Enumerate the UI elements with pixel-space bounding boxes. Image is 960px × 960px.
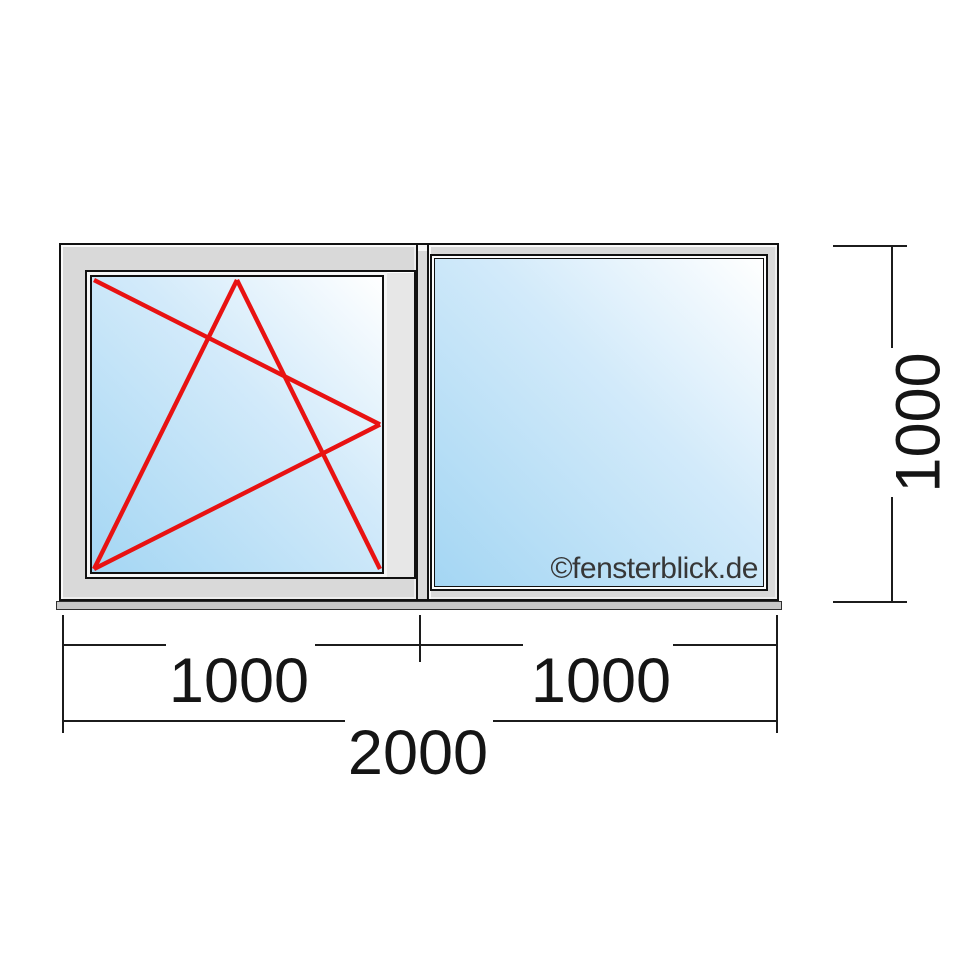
dim-tick-height-top: [833, 245, 907, 247]
dim-line-row1-segment: [673, 644, 777, 646]
dim-line-row2-segment: [63, 720, 345, 722]
left-sash-frame: [85, 270, 416, 579]
tilt-symbol-right-line: [235, 279, 382, 570]
turn-symbol-upper-line: [93, 278, 381, 427]
dim-label-height: 1000: [883, 351, 954, 493]
tilt-symbol-left-line: [92, 279, 239, 570]
dim-tick-bottom-left: [62, 615, 64, 733]
right-window-unit: ©fensterblick.de: [427, 243, 779, 601]
left-window-unit: [59, 243, 418, 601]
window-sill: [56, 601, 782, 610]
dim-label-left-width: 1000: [168, 646, 310, 716]
dim-line-row1-segment: [63, 644, 166, 646]
dim-label-right-width: 1000: [530, 646, 672, 716]
left-glass-pane: [87, 272, 387, 577]
right-glazing-bead: ©fensterblick.de: [430, 254, 768, 591]
frame-coupler: [418, 243, 427, 601]
dim-line-row2-segment: [493, 720, 777, 722]
dim-tick-bottom-middle: [419, 615, 421, 662]
watermark: ©fensterblick.de: [550, 552, 758, 585]
dim-label-total-width: 2000: [347, 718, 489, 788]
dim-line-height-segment: [891, 245, 893, 348]
dim-tick-bottom-right: [776, 615, 778, 733]
dim-tick-height-bottom: [833, 601, 907, 603]
tilt-turn-symbol: [92, 278, 382, 571]
turn-symbol-lower-line: [93, 422, 381, 571]
dim-line-row1-segment: [315, 644, 523, 646]
dim-line-height-segment: [891, 497, 893, 603]
right-glass-pane: ©fensterblick.de: [434, 258, 764, 587]
window-assembly: ©fensterblick.de: [59, 243, 779, 601]
dim-label-height-box: 1000: [883, 347, 954, 497]
